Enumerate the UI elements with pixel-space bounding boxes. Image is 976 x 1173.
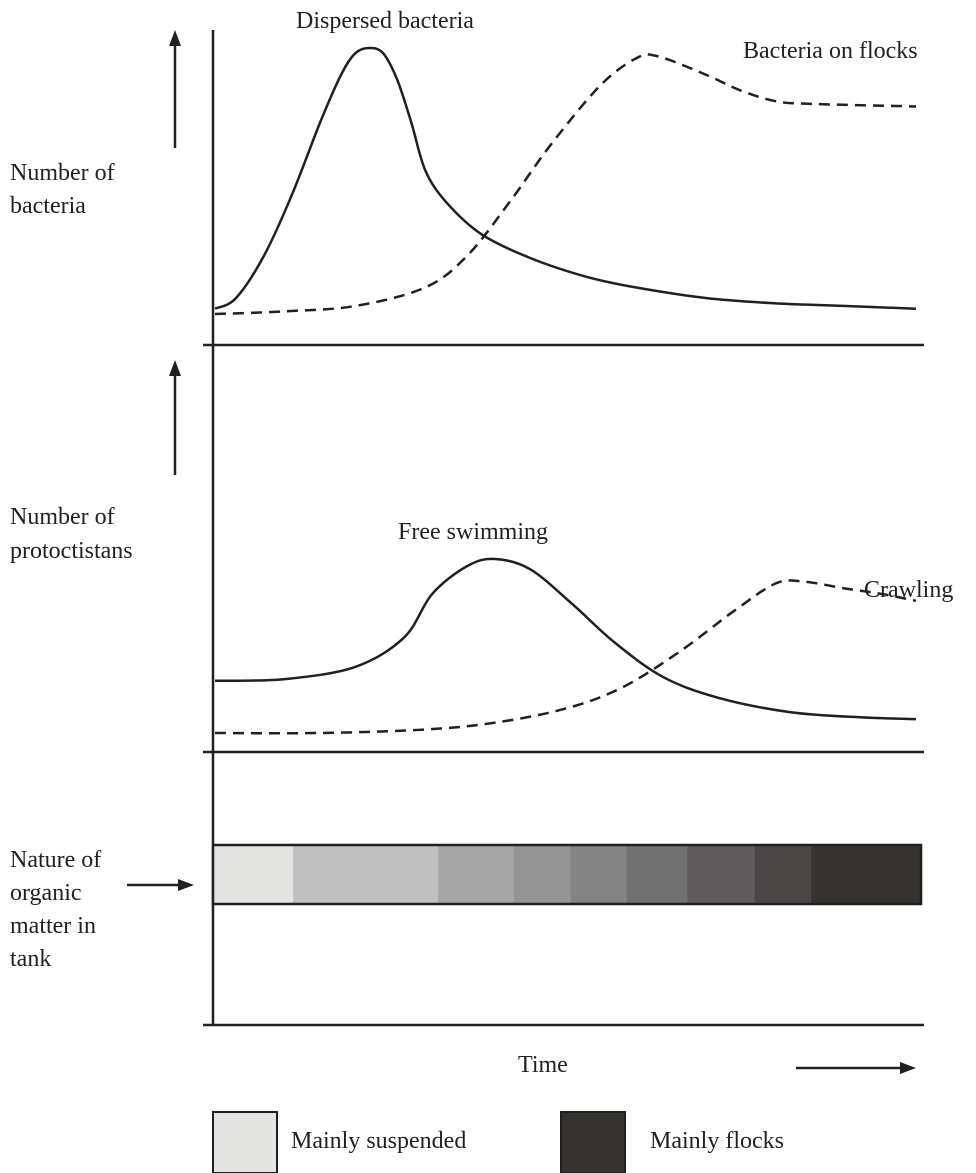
band-segment-9 bbox=[811, 845, 922, 904]
organic-matter-label-line-2: organic bbox=[10, 880, 82, 906]
crawling-line bbox=[214, 579, 917, 735]
crawling-label: Crawling bbox=[864, 577, 953, 603]
time-label: Time bbox=[518, 1052, 568, 1078]
bacteria-up-arrow bbox=[169, 30, 181, 148]
dispersed-bacteria-label: Dispersed bacteria bbox=[296, 8, 474, 34]
protoctistan-ylabel-line-2: protoctistans bbox=[10, 538, 133, 564]
organic-matter-label-line-4: tank bbox=[10, 946, 51, 972]
bacteria-ylabel-line-2: bacteria bbox=[10, 193, 86, 219]
band-segment-4 bbox=[513, 845, 571, 904]
legend-label-flocks: Mainly flocks bbox=[650, 1128, 784, 1154]
bacteria-ylabel: Number of bacteria bbox=[10, 160, 121, 219]
dispersed-bacteria-line bbox=[214, 46, 917, 310]
legend-label-suspended: Mainly suspended bbox=[291, 1128, 466, 1154]
bacteria-ylabel-line-1: Number of bbox=[10, 160, 115, 186]
band-segment-6 bbox=[626, 845, 688, 904]
band-segment-7 bbox=[687, 845, 756, 904]
legend-swatch-flocks bbox=[560, 1111, 626, 1173]
band-pointer-arrow bbox=[127, 879, 194, 891]
legend-swatch-suspended bbox=[212, 1111, 278, 1173]
free-swimming-line bbox=[214, 557, 917, 721]
bacteria-on-flocks-label: Bacteria on flocks bbox=[743, 38, 918, 64]
band-segment-2 bbox=[293, 845, 439, 904]
free-swimming-label: Free swimming bbox=[398, 519, 548, 545]
organic-matter-band bbox=[213, 845, 922, 904]
protoctistan-ylabel-line-1: Number of bbox=[10, 504, 115, 530]
protoctistan-ylabel: Number of protoctistans bbox=[10, 504, 133, 564]
bacteria-on-flocks-line bbox=[214, 53, 917, 316]
band-segment-1 bbox=[213, 845, 294, 904]
band-segment-8 bbox=[754, 845, 812, 904]
organic-matter-band-outline bbox=[211, 843, 923, 906]
organic-matter-label-line-1: Nature of bbox=[10, 847, 101, 873]
organic-matter-label: Nature of organic matter in tank bbox=[10, 847, 107, 972]
protoctistan-up-arrow bbox=[169, 360, 181, 475]
time-arrow bbox=[796, 1062, 916, 1074]
band-segment-5 bbox=[570, 845, 627, 904]
organic-matter-label-line-3: matter in bbox=[10, 913, 96, 939]
band-segment-3 bbox=[438, 845, 515, 904]
